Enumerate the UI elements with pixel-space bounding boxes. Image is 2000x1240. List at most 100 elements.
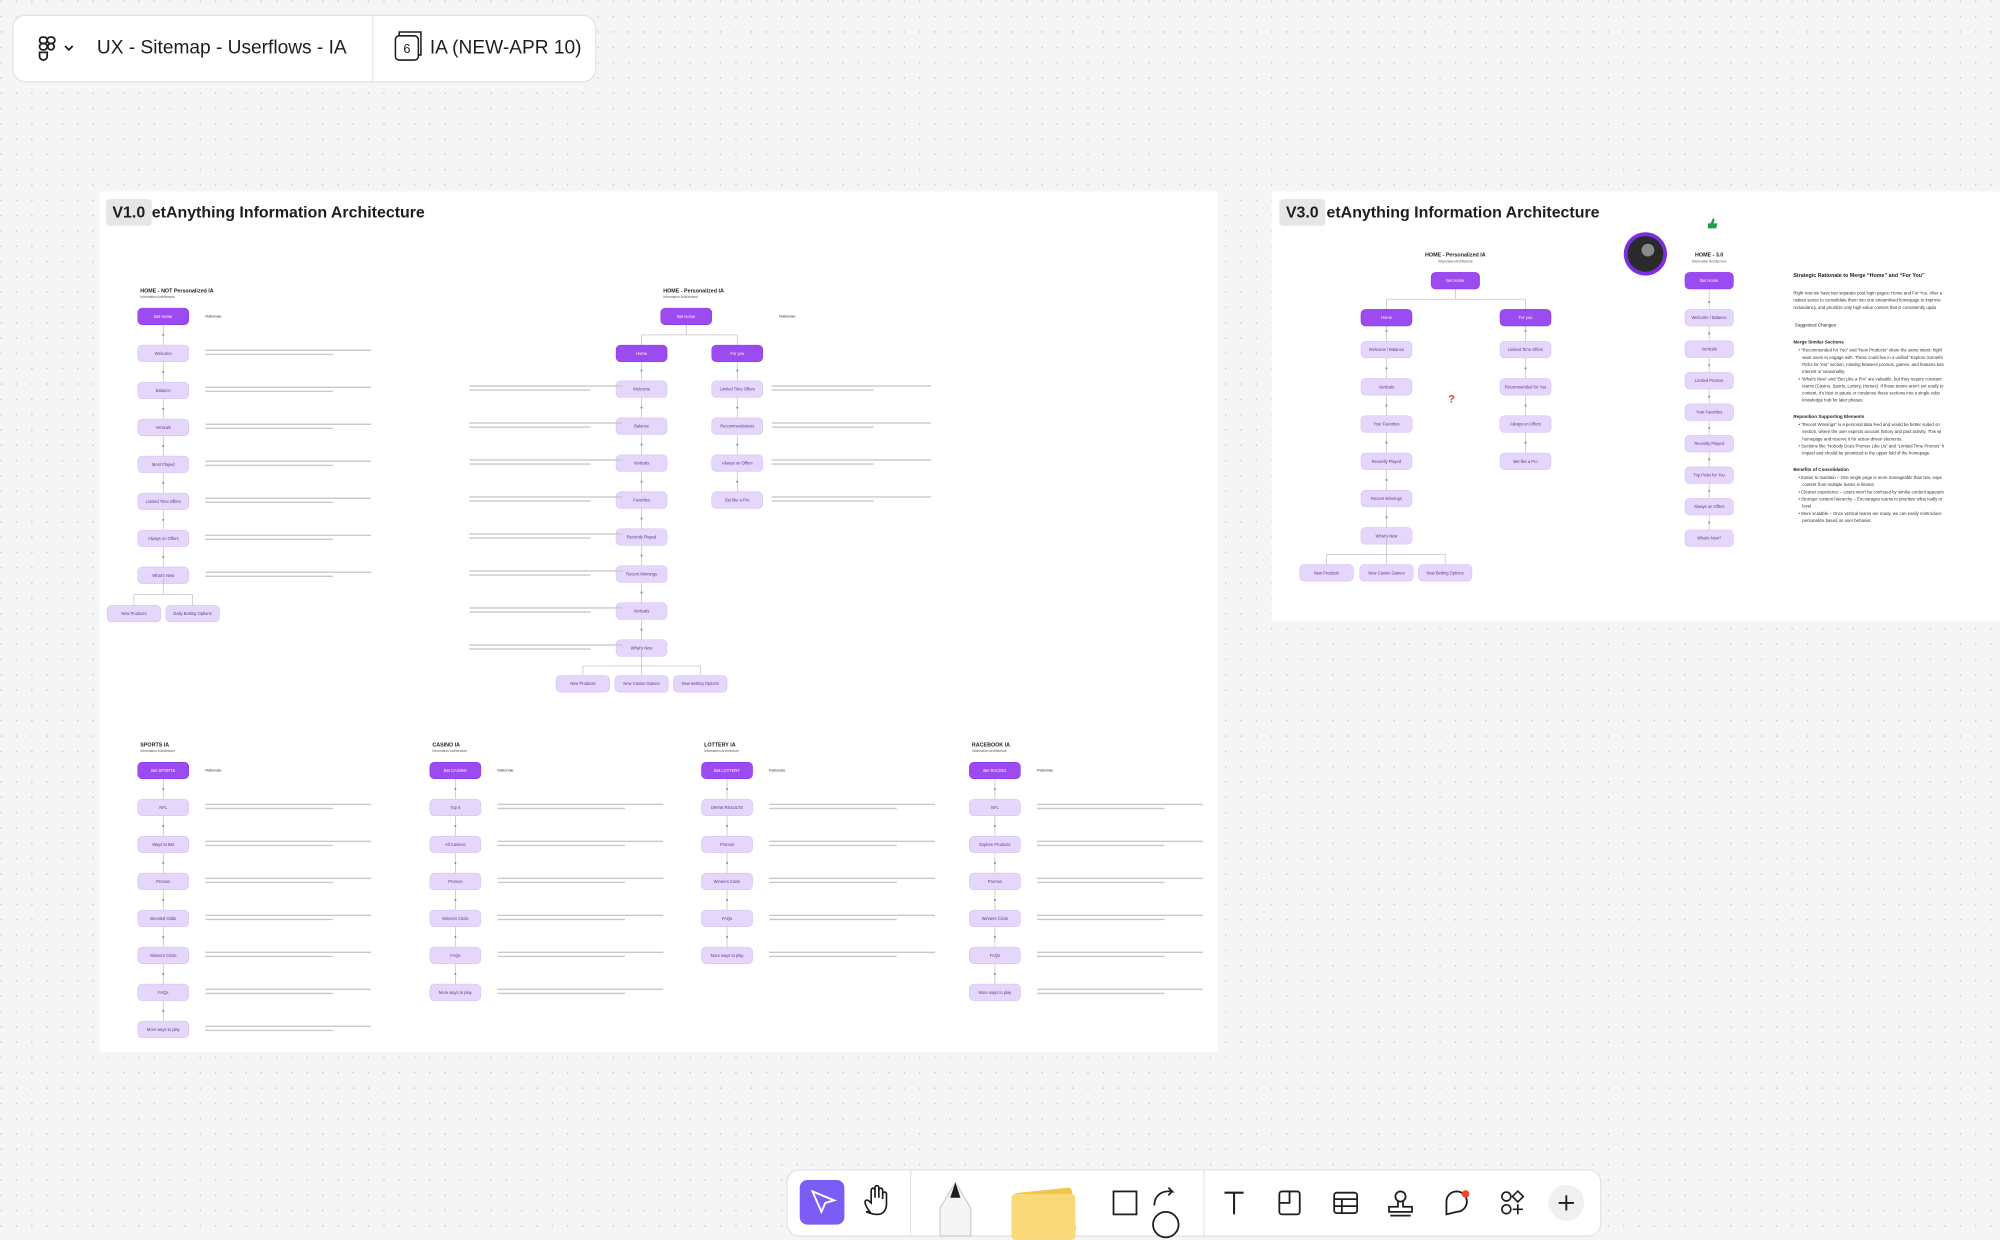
table-tool[interactable] (1333, 1191, 1359, 1215)
node[interactable] (1499, 415, 1552, 433)
node[interactable] (711, 491, 764, 509)
root-node[interactable] (711, 344, 764, 362)
node[interactable] (1360, 378, 1413, 396)
root-node[interactable] (1684, 272, 1734, 290)
node[interactable] (137, 946, 190, 965)
node[interactable] (969, 983, 1021, 1001)
node[interactable] (1684, 403, 1734, 421)
root-node[interactable] (1430, 272, 1480, 290)
node[interactable] (969, 872, 1021, 891)
node[interactable] (969, 946, 1021, 965)
node[interactable] (429, 835, 482, 854)
comment-tool[interactable] (1445, 1190, 1470, 1216)
text-tool[interactable] (1224, 1191, 1244, 1215)
node[interactable] (1418, 564, 1473, 582)
node[interactable] (429, 909, 482, 928)
node[interactable] (701, 946, 753, 965)
node[interactable] (137, 492, 190, 510)
node[interactable] (555, 675, 610, 693)
node[interactable] (137, 529, 190, 547)
node[interactable] (1360, 415, 1413, 433)
node[interactable] (137, 381, 190, 399)
node[interactable] (701, 909, 753, 928)
node[interactable] (1684, 529, 1734, 547)
move-tool[interactable] (799, 1179, 845, 1225)
node[interactable] (701, 798, 753, 817)
shape-tool[interactable] (1112, 1190, 1138, 1216)
node[interactable] (1359, 564, 1414, 582)
root-node[interactable] (660, 307, 712, 325)
node[interactable] (673, 675, 728, 693)
actions-tool[interactable] (1501, 1189, 1525, 1215)
rationale-text (469, 385, 623, 387)
root-node[interactable] (429, 761, 482, 780)
node[interactable] (137, 418, 190, 436)
node[interactable] (969, 909, 1021, 928)
page-name[interactable]: IA (NEW-APR 10) (430, 38, 582, 59)
node[interactable] (969, 798, 1021, 817)
node[interactable] (1684, 435, 1734, 453)
node[interactable] (1684, 498, 1734, 516)
connector-dot (162, 1009, 165, 1012)
node[interactable] (106, 605, 161, 623)
node[interactable] (1684, 340, 1734, 358)
pen-tool[interactable] (939, 1181, 972, 1237)
root-node[interactable] (615, 344, 668, 362)
node[interactable] (615, 602, 668, 620)
node[interactable] (429, 872, 482, 891)
connector-dot (736, 443, 739, 446)
stamp-tool[interactable] (1388, 1190, 1413, 1217)
sticky-tool[interactable] (1011, 1187, 1076, 1240)
node[interactable] (429, 946, 482, 965)
node[interactable] (429, 983, 482, 1001)
node[interactable] (137, 983, 190, 1001)
node[interactable] (1499, 378, 1552, 396)
node[interactable] (969, 835, 1021, 854)
node[interactable] (711, 380, 764, 398)
node[interactable] (1360, 341, 1413, 359)
root-node[interactable] (1360, 309, 1413, 327)
hand-tool[interactable] (864, 1184, 888, 1216)
node[interactable] (137, 344, 190, 362)
node[interactable] (137, 1020, 190, 1038)
node[interactable] (429, 798, 482, 817)
node[interactable] (701, 872, 753, 891)
root-node[interactable] (1499, 309, 1552, 327)
node[interactable] (615, 528, 668, 546)
node[interactable] (1360, 452, 1413, 470)
root-node[interactable] (701, 761, 753, 780)
root-node[interactable] (137, 761, 190, 780)
node[interactable] (711, 454, 764, 472)
section-tool[interactable] (1278, 1190, 1301, 1216)
node[interactable] (711, 417, 764, 435)
node[interactable] (615, 454, 668, 472)
node[interactable] (137, 909, 190, 928)
node[interactable] (165, 605, 220, 623)
node[interactable] (137, 835, 190, 854)
file-name[interactable]: UX - Sitemap - Userflows - IA (97, 38, 347, 59)
node[interactable] (1299, 564, 1354, 582)
root-node[interactable] (137, 307, 190, 325)
node[interactable] (137, 455, 190, 473)
node[interactable] (1360, 490, 1413, 508)
node-label: FAQs (722, 916, 732, 921)
node[interactable] (1684, 466, 1734, 484)
node[interactable] (615, 417, 668, 435)
node[interactable] (1684, 309, 1734, 327)
more-tool[interactable] (1548, 1185, 1585, 1221)
node-label: DRAW RESULTS (711, 805, 743, 810)
connector-tool[interactable] (1152, 1186, 1180, 1239)
frame-v1[interactable] (99, 191, 1219, 1053)
node[interactable] (615, 491, 668, 509)
node[interactable] (615, 380, 668, 398)
node[interactable] (1499, 341, 1552, 359)
node[interactable] (137, 872, 190, 891)
main-menu[interactable] (38, 36, 74, 61)
node[interactable] (137, 798, 190, 817)
root-node[interactable] (969, 761, 1021, 780)
node[interactable] (1499, 452, 1552, 470)
node[interactable] (615, 565, 668, 583)
node[interactable] (701, 835, 753, 854)
node[interactable] (1684, 372, 1734, 390)
node[interactable] (614, 675, 669, 693)
